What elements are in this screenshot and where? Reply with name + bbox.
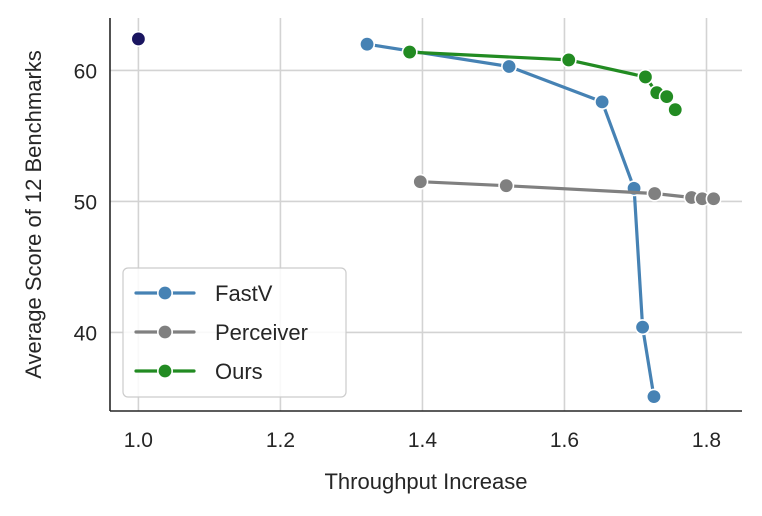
perceiver-point — [646, 185, 663, 202]
x-tick-label: 1.2 — [266, 429, 295, 452]
fastv-point — [634, 319, 651, 336]
x-axis-title: Throughput Increase — [324, 469, 527, 494]
legend-entry-ours: Ours — [134, 359, 263, 384]
perceiver-point — [498, 177, 515, 194]
y-axis-title: Average Score of 12 Benchmarks — [21, 50, 46, 379]
legend-frame — [122, 267, 347, 398]
legend-swatch-marker — [157, 284, 174, 301]
fastv-point — [501, 58, 518, 75]
legend-swatch-marker — [157, 323, 174, 340]
series-fastv — [359, 36, 662, 405]
fastv-point — [359, 36, 376, 53]
fastv-point — [645, 388, 662, 405]
tick-labels: 1.0 1.2 1.4 1.6 1.8 40 50 60 — [74, 60, 721, 452]
series — [130, 30, 722, 405]
fastv-point — [594, 93, 611, 110]
fastv-line — [365, 42, 656, 399]
legend-swatch-marker — [157, 362, 174, 379]
perceiver-point — [705, 190, 722, 207]
legend-entry-fastv: FastV — [134, 281, 273, 306]
y-tick-label: 40 — [74, 322, 97, 345]
ours-point — [560, 51, 577, 68]
perceiver-point — [412, 173, 429, 190]
axes — [109, 18, 742, 412]
ours-point — [658, 88, 675, 105]
legend-label: FastV — [215, 281, 273, 306]
legend-label: Ours — [215, 359, 263, 384]
legend: FastV Perceiver Ours — [122, 267, 347, 398]
baseline-point — [130, 30, 147, 47]
y-tick-label: 50 — [74, 191, 97, 214]
ours-point — [401, 44, 418, 61]
x-tick-label: 1.8 — [692, 429, 721, 452]
legend-label: Perceiver — [215, 320, 308, 345]
ours-line — [408, 50, 677, 112]
ours-point — [667, 101, 684, 118]
legend-entry-perceiver: Perceiver — [134, 320, 308, 345]
x-tick-label: 1.0 — [124, 429, 153, 452]
y-tick-label: 60 — [74, 60, 97, 83]
ours-point — [637, 68, 654, 85]
x-tick-label: 1.6 — [550, 429, 579, 452]
series-ours — [401, 44, 684, 118]
x-tick-label: 1.4 — [408, 429, 438, 452]
perceiver-line — [418, 180, 716, 201]
series-perceiver — [412, 173, 722, 207]
